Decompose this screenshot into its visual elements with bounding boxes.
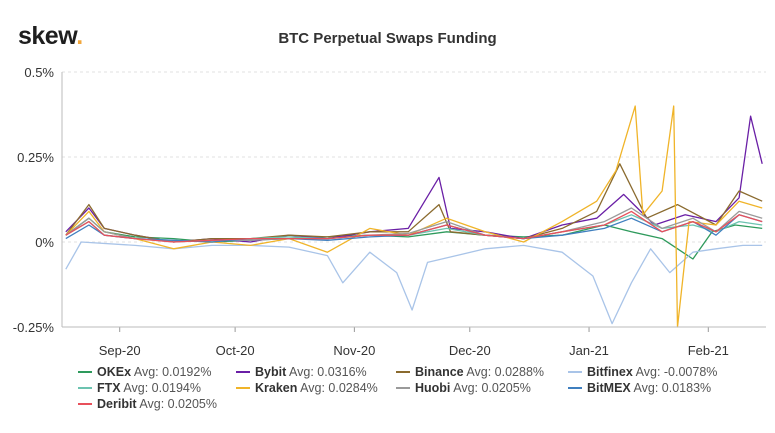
logo-dot: .: [76, 22, 83, 50]
series-line-bybit: [65, 115, 763, 243]
legend-series-name: OKEx: [97, 365, 132, 379]
y-tick-label: 0.25%: [17, 150, 54, 165]
legend-swatch: [236, 370, 250, 373]
y-axis-labels: 0.5% 0.25% 0% -0.25%: [13, 65, 55, 335]
series-lines: [65, 105, 763, 328]
legend-series-avg: Avg: 0.0205%: [136, 397, 217, 411]
legend-series-name: BitMEX: [587, 381, 631, 395]
legend-swatch: [568, 370, 582, 373]
series-line-okex: [65, 217, 763, 260]
legend-swatch: [568, 386, 582, 389]
legend-swatch: [78, 370, 92, 373]
legend-swatch: [396, 370, 410, 373]
legend-item-bitfinex[interactable]: Bitfinex Avg: -0.0078%: [568, 364, 717, 380]
grid-lines: [62, 71, 766, 328]
legend-item-okex[interactable]: OKEx Avg: 0.0192%: [78, 364, 211, 380]
series-line-bitfinex: [65, 241, 763, 325]
legend-series-name: Binance: [415, 365, 464, 379]
x-tick-label: Nov-20: [333, 343, 375, 358]
legend-item-huobi[interactable]: Huobi Avg: 0.0205%: [396, 380, 531, 396]
legend-swatch: [236, 386, 250, 389]
x-tick-label: Oct-20: [216, 343, 255, 358]
series-line-kraken: [65, 105, 763, 328]
x-tick-label: Dec-20: [449, 343, 491, 358]
x-tick-label: Sep-20: [99, 343, 141, 358]
legend-series-avg: Avg: 0.0194%: [120, 381, 201, 395]
x-axis-ticks: Sep-20 Oct-20 Nov-20 Dec-20 Jan-21 Feb-21: [99, 327, 729, 358]
legend-series-name: Bybit: [255, 365, 287, 379]
legend-item-bybit[interactable]: Bybit Avg: 0.0316%: [236, 364, 367, 380]
legend-series-avg: Avg: 0.0288%: [463, 365, 545, 379]
skew-logo: skew.: [18, 22, 83, 51]
legend-swatch: [396, 386, 410, 389]
legend-series-name: FTX: [97, 381, 121, 395]
series-line-deribit: [65, 210, 763, 243]
y-tick-label: 0%: [35, 235, 54, 250]
legend-swatch: [78, 386, 92, 389]
x-tick-label: Jan-21: [569, 343, 609, 358]
legend-series-name: Huobi: [415, 381, 451, 395]
legend-item-binance[interactable]: Binance Avg: 0.0288%: [396, 364, 544, 380]
y-tick-label: 0.5%: [24, 65, 54, 80]
legend-series-avg: Avg: 0.0205%: [450, 381, 531, 395]
legend-series-avg: Avg: 0.0192%: [131, 365, 212, 379]
legend-series-avg: Avg: -0.0078%: [632, 365, 718, 379]
chart-title: BTC Perpetual Swaps Funding: [278, 30, 497, 47]
legend-item-deribit[interactable]: Deribit Avg: 0.0205%: [78, 396, 217, 412]
legend-series-name: Bitfinex: [587, 365, 633, 379]
legend-series-avg: Avg: 0.0183%: [630, 381, 712, 395]
legend-series-avg: Avg: 0.0284%: [297, 381, 378, 395]
legend-swatch: [78, 402, 92, 405]
legend-series-avg: Avg: 0.0316%: [286, 365, 367, 379]
legend-item-bitmex[interactable]: BitMEX Avg: 0.0183%: [568, 380, 711, 396]
legend-series-name: Kraken: [255, 381, 298, 395]
logo-text: skew: [18, 22, 77, 50]
legend-series-name: Deribit: [97, 397, 137, 411]
x-tick-label: Feb-21: [688, 343, 729, 358]
y-tick-label: -0.25%: [13, 320, 55, 335]
legend-item-kraken[interactable]: Kraken Avg: 0.0284%: [236, 380, 378, 396]
legend-item-ftx[interactable]: FTX Avg: 0.0194%: [78, 380, 201, 396]
